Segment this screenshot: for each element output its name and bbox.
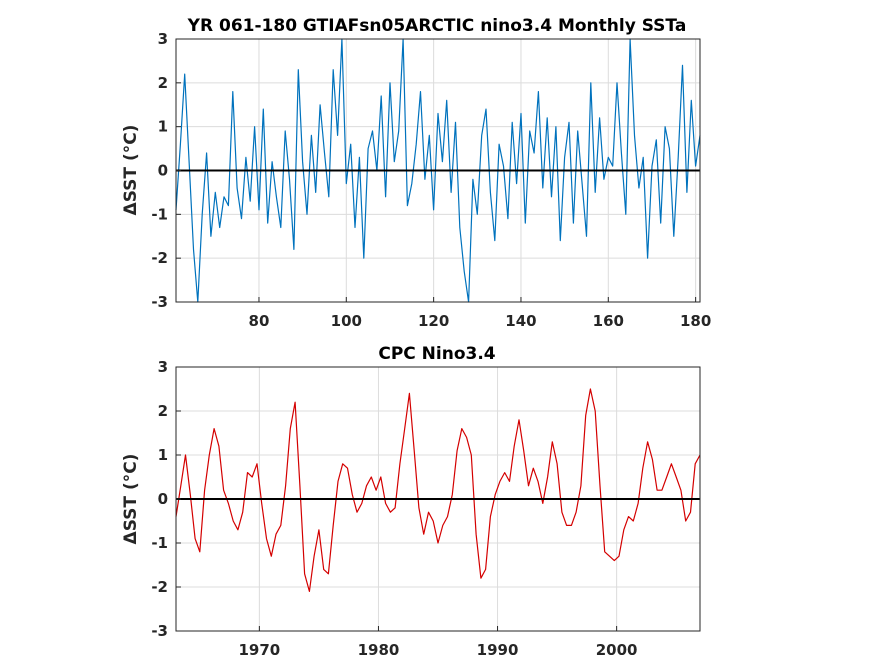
top-y-tick-label: -2 [151,249,168,267]
top-x-tick-label: 100 [331,312,362,330]
bottom-x-tick-label: 1990 [477,641,519,656]
top-x-tick-label: 80 [249,312,270,330]
top-y-axis-label: ΔSST (°C) [121,125,141,216]
top-y-tick-label: 2 [158,74,168,92]
bottom-x-tick-label: 2000 [596,641,638,656]
bottom-x-tick-label: 1970 [238,641,280,656]
top-x-tick-label: 160 [593,312,624,330]
bottom-y-tick-label: -2 [151,578,168,596]
top-series-line [175,38,701,303]
bottom-y-tick-label: 2 [158,402,168,420]
bottom-y-tick-label: -3 [151,622,168,640]
top-x-tick-label: 140 [505,312,536,330]
top-x-tick-label: 120 [418,312,449,330]
top-y-tick-label: 1 [158,118,168,136]
top-axes: YR 061-180 GTIAFsn05ARCTIC nino3.4 Month… [121,16,711,330]
top-y-tick-label: -3 [151,293,168,311]
bottom-axes: CPC Nino3.4 ΔSST (°C) 1970 1980 1990 2000 -3… [121,344,701,656]
top-y-tick-label: 0 [158,162,168,180]
bottom-y-axis-label: ΔSST (°C) [121,454,141,545]
top-x-tick-label: 180 [680,312,711,330]
bottom-x-tick-label: 1980 [358,641,400,656]
bottom-y-tick-label: -1 [151,534,168,552]
bottom-y-tick-label: 3 [158,358,168,376]
top-y-tick-label: -1 [151,205,168,223]
bottom-y-tick-label: 1 [158,446,168,464]
bottom-title: CPC Nino3.4 [378,344,495,364]
top-y-tick-label: 3 [158,30,168,48]
bottom-y-tick-label: 0 [158,490,168,508]
top-title: YR 061-180 GTIAFsn05ARCTIC nino3.4 Month… [187,16,687,36]
bottom-series-line [175,388,701,593]
